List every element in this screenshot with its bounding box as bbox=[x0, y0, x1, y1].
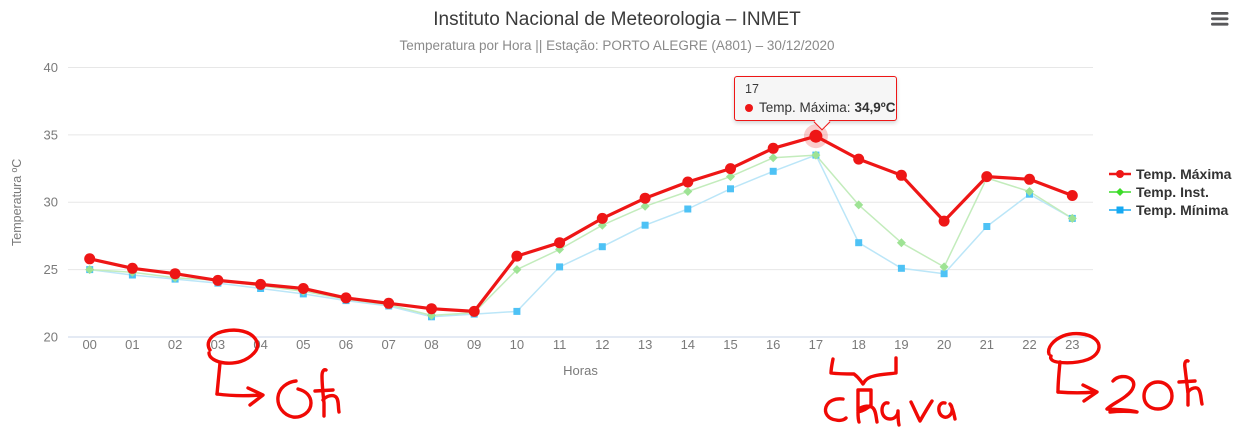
svg-text:02: 02 bbox=[168, 337, 182, 352]
svg-text:30: 30 bbox=[44, 195, 58, 210]
svg-text:00: 00 bbox=[82, 337, 96, 352]
svg-text:22: 22 bbox=[1022, 337, 1036, 352]
svg-text:11: 11 bbox=[553, 337, 567, 352]
svg-text:08: 08 bbox=[424, 337, 438, 352]
svg-text:12: 12 bbox=[595, 337, 609, 352]
svg-text:07: 07 bbox=[381, 337, 395, 352]
svg-text:25: 25 bbox=[44, 262, 58, 277]
svg-text:09: 09 bbox=[467, 337, 481, 352]
svg-text:17: 17 bbox=[809, 337, 823, 352]
svg-text:01: 01 bbox=[125, 337, 139, 352]
svg-text:23: 23 bbox=[1065, 337, 1079, 352]
svg-text:03: 03 bbox=[211, 337, 225, 352]
svg-text:20: 20 bbox=[937, 337, 951, 352]
svg-text:05: 05 bbox=[296, 337, 310, 352]
svg-text:40: 40 bbox=[44, 60, 58, 75]
svg-text:13: 13 bbox=[638, 337, 652, 352]
svg-text:10: 10 bbox=[510, 337, 524, 352]
svg-text:04: 04 bbox=[253, 337, 267, 352]
svg-text:19: 19 bbox=[894, 337, 908, 352]
svg-text:18: 18 bbox=[851, 337, 865, 352]
svg-text:06: 06 bbox=[339, 337, 353, 352]
svg-text:21: 21 bbox=[980, 337, 994, 352]
svg-text:35: 35 bbox=[44, 127, 58, 142]
svg-text:20: 20 bbox=[44, 330, 58, 345]
svg-text:14: 14 bbox=[681, 337, 695, 352]
svg-text:15: 15 bbox=[723, 337, 737, 352]
svg-text:16: 16 bbox=[766, 337, 780, 352]
